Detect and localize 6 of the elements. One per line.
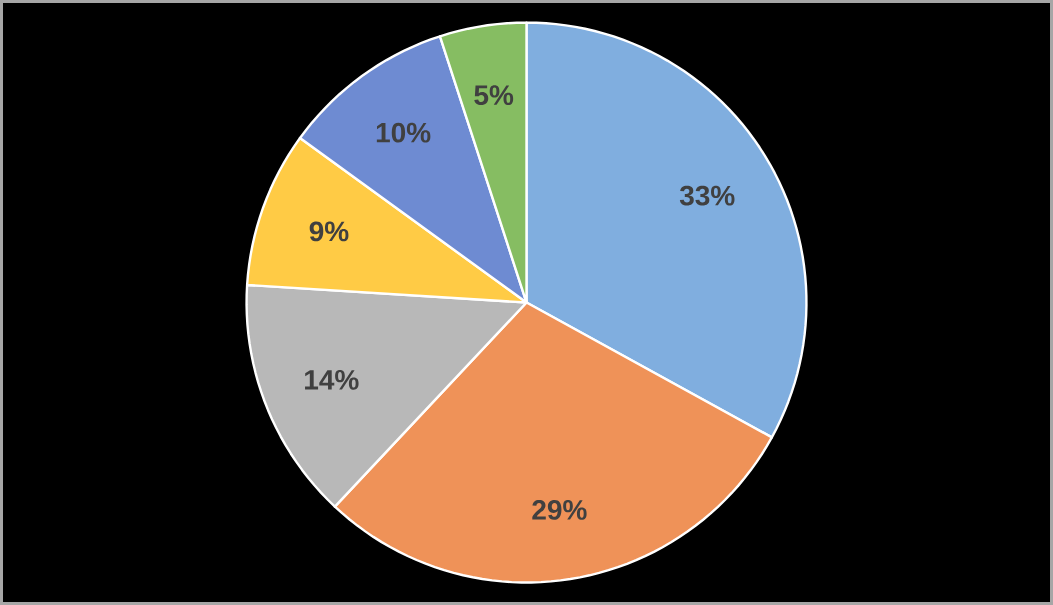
data-label: 14%	[305, 369, 359, 390]
data-label: 33%	[679, 185, 735, 206]
data-label: 29%	[532, 499, 587, 520]
data-label: 9%	[309, 221, 349, 242]
data-label: 10%	[376, 122, 431, 143]
data-label: 5%	[474, 85, 514, 105]
